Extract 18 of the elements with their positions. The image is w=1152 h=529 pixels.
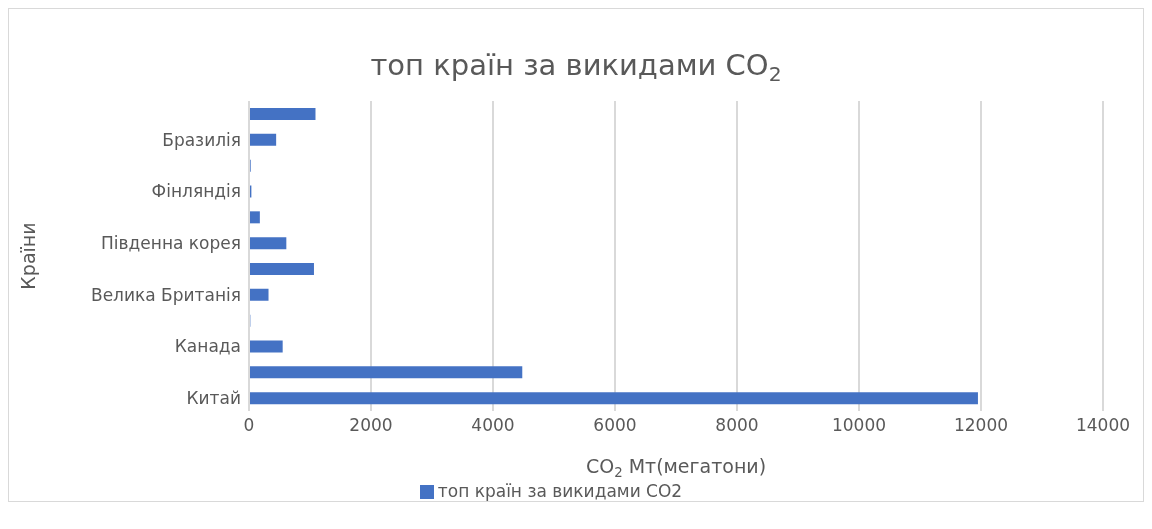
x-tick-label: 14000: [1075, 415, 1131, 436]
x-tick-label: 2000: [349, 415, 393, 436]
legend-label: топ країн за викидами CO2: [437, 481, 683, 501]
y-tick-label: Бразилія: [162, 129, 241, 150]
x-axis-title: CO$_{2}$ Мт(мегатони): [585, 455, 767, 480]
y-tick-label: Південна корея: [101, 233, 241, 254]
y-tick-label: Фінляндія: [151, 181, 241, 202]
y-tick-label: Канада: [174, 336, 241, 357]
y-tick-label: Китай: [186, 388, 241, 409]
x-tick-label: 10000: [831, 415, 887, 436]
x-tick-label: 4000: [471, 415, 515, 436]
y-tick-label: Велика Британія: [90, 284, 241, 305]
x-tick-label: 6000: [593, 415, 637, 436]
y-axis-title: Країни: [17, 222, 39, 290]
x-tick-label: 12000: [953, 415, 1009, 436]
chart-title: топ країн за викидами CO$_{2}$: [370, 48, 782, 86]
x-tick-label: 0: [243, 415, 255, 436]
x-tick-label: 8000: [715, 415, 759, 436]
